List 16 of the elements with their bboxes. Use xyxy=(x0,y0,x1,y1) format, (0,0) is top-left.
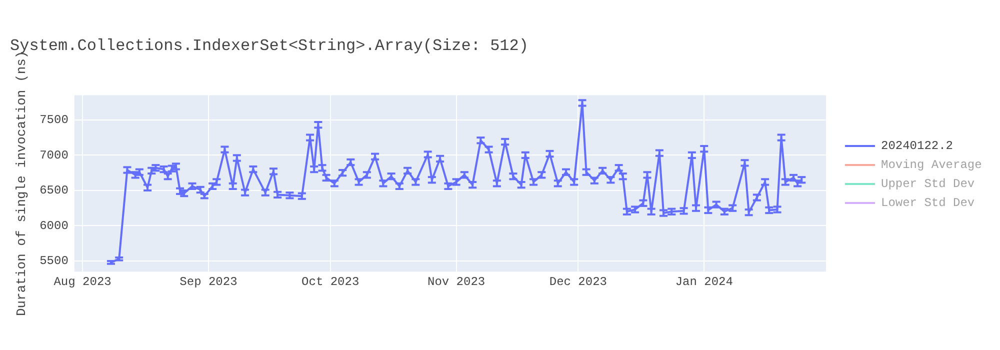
y-tick-label: 6000 xyxy=(40,218,68,233)
x-tick-label: Oct 2023 xyxy=(302,274,360,289)
x-tick-label: Nov 2023 xyxy=(427,274,486,289)
x-tick-label: Sep 2023 xyxy=(180,274,238,289)
legend-label: Lower Std Dev xyxy=(881,196,975,210)
x-tick-label: Aug 2023 xyxy=(54,274,112,289)
y-tick-label: 7500 xyxy=(40,113,68,128)
legend-label: 20240122.2 xyxy=(881,138,954,152)
y-tick-label: 5500 xyxy=(40,254,68,268)
x-tick-label: Dec 2023 xyxy=(549,274,607,289)
legend-label: Upper Std Dev xyxy=(881,176,975,190)
y-tick-label: 6500 xyxy=(40,184,68,198)
chart-title: System.Collections.IndexerSet<String>.Array(Size: 512) xyxy=(10,36,528,55)
y-tick-label: 7000 xyxy=(40,148,68,162)
legend-label: Moving Average xyxy=(881,158,982,172)
x-tick-label: Jan 2024 xyxy=(675,274,733,289)
